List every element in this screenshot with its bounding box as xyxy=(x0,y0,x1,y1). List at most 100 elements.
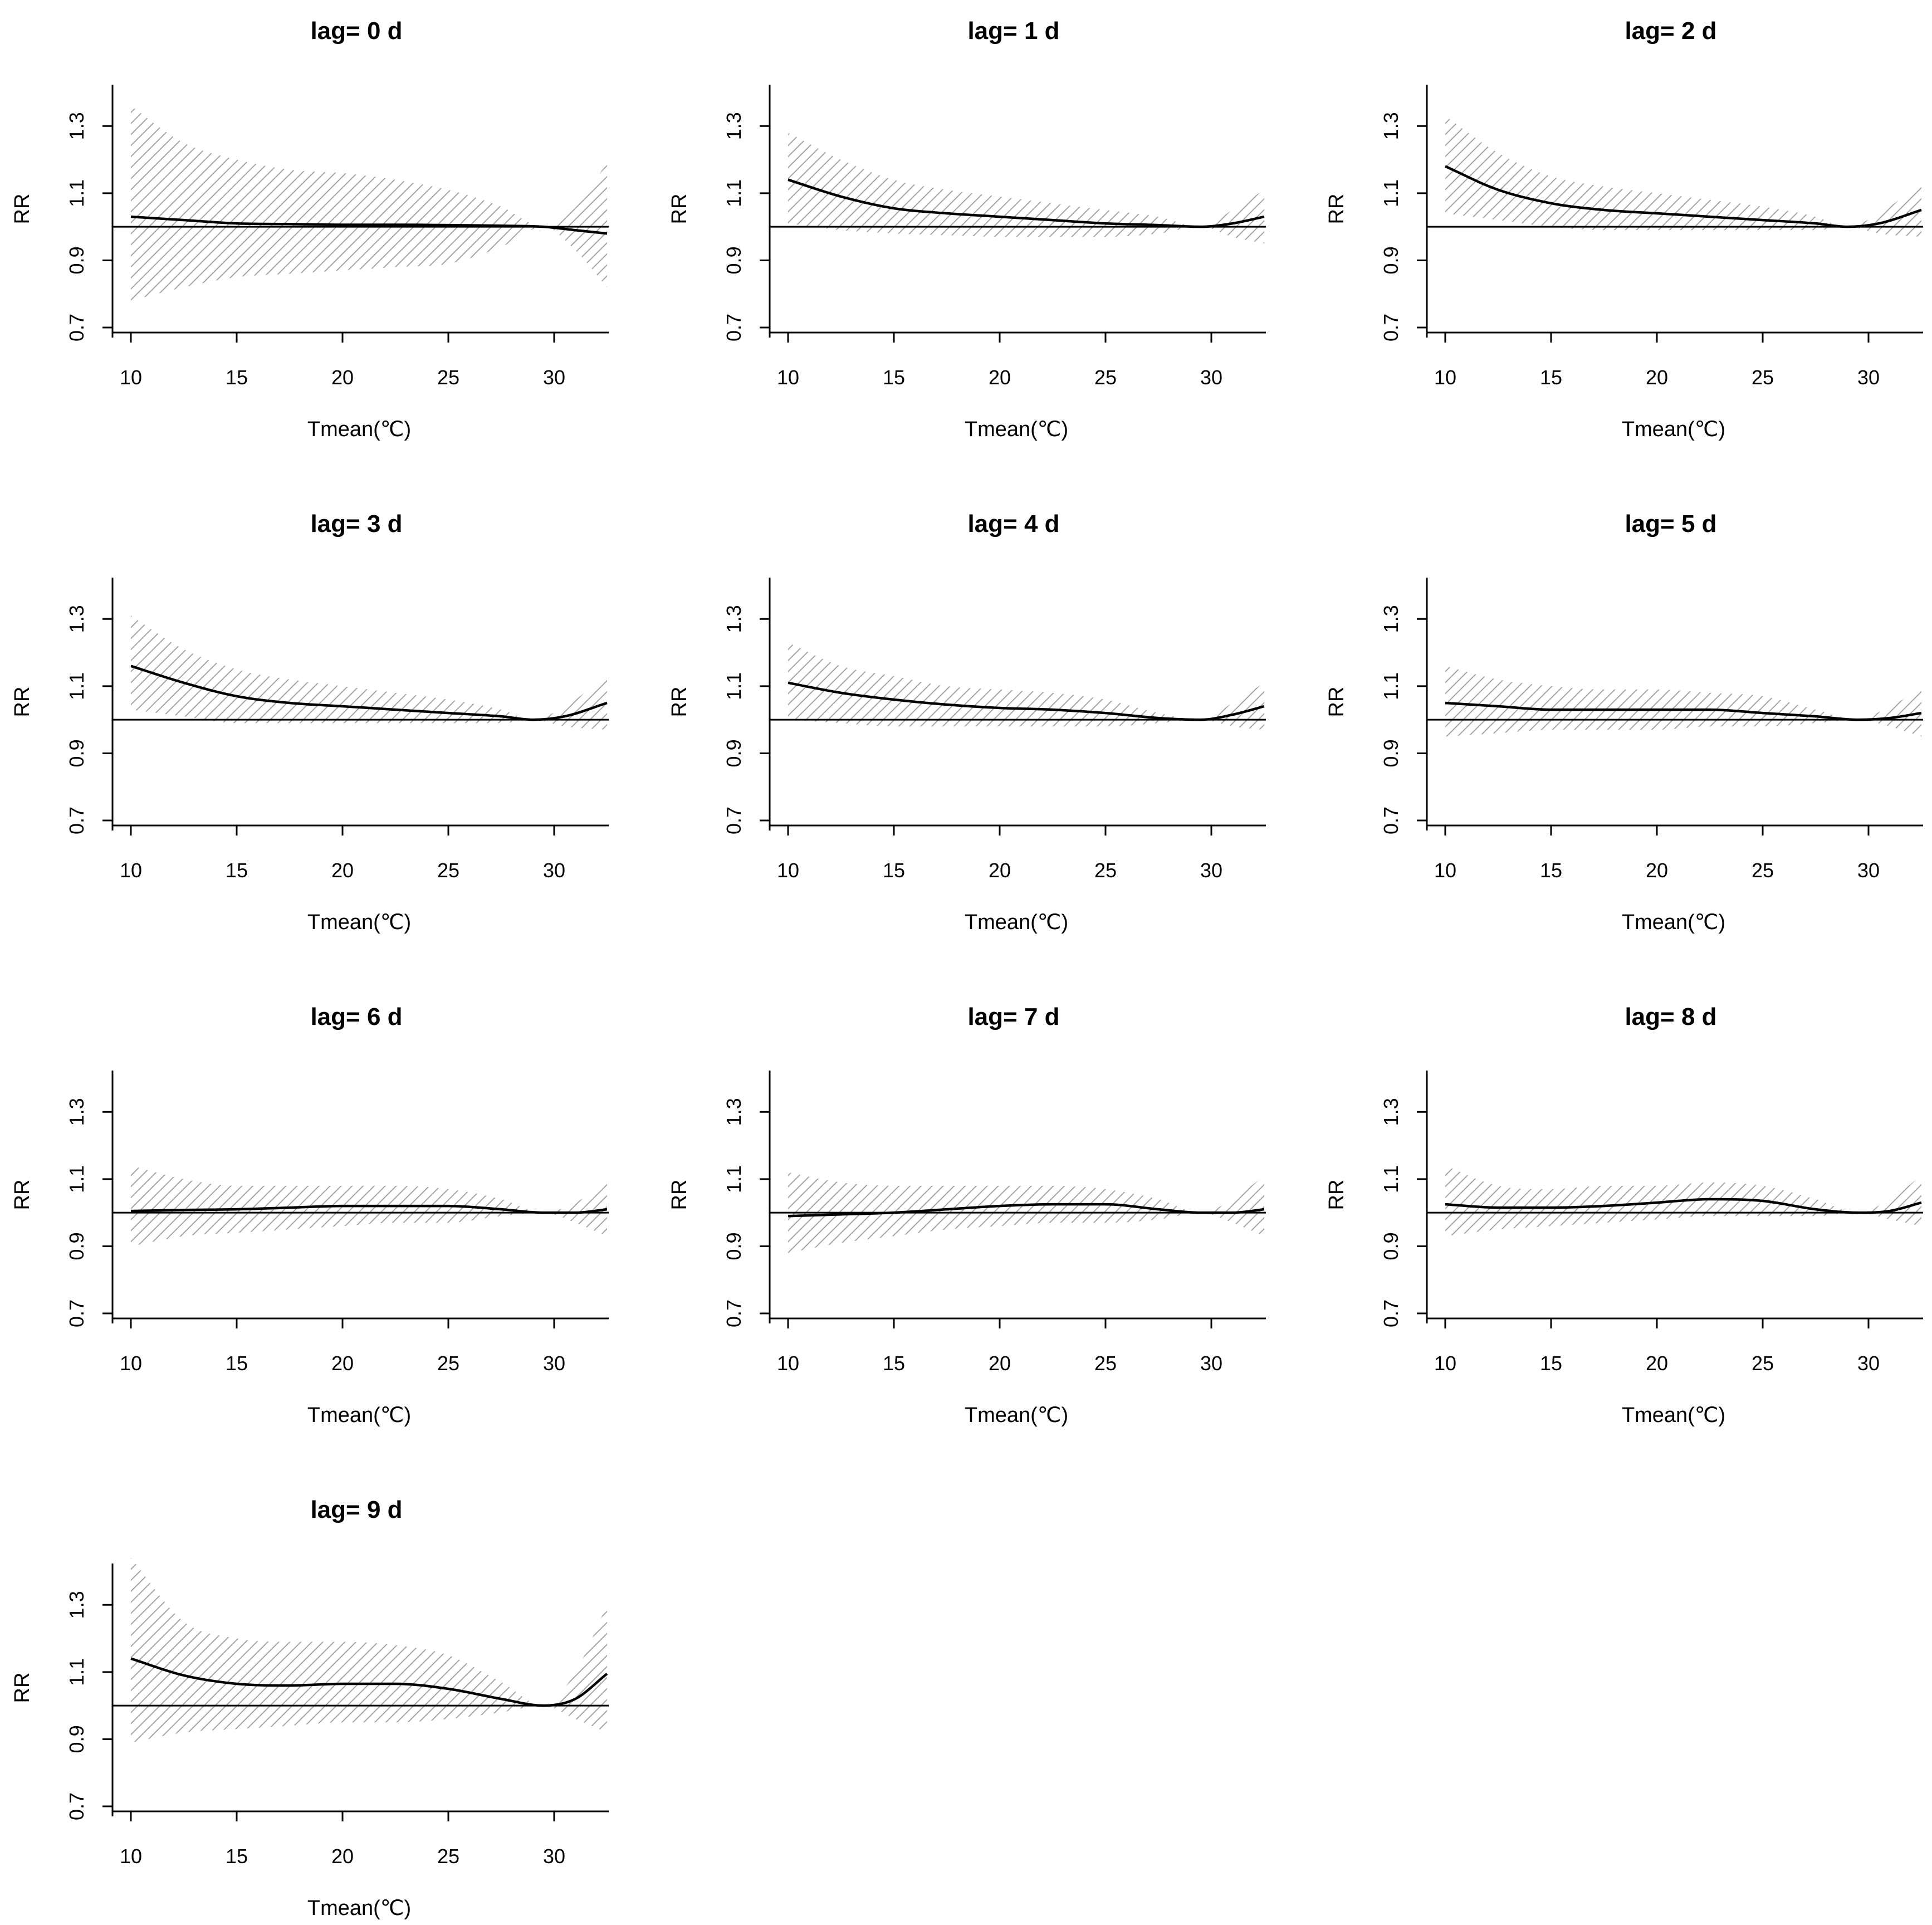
y-tick-label: 0.9 xyxy=(1380,1232,1402,1260)
rr-curve xyxy=(130,665,608,721)
x-tick-label: 15 xyxy=(883,859,905,882)
y-axis-label: RR xyxy=(1325,1180,1348,1210)
y-axis-label: RR xyxy=(668,687,691,717)
y-tick-label: 1.1 xyxy=(65,1165,88,1193)
y-tick-label: 0.9 xyxy=(65,246,88,274)
x-tick-label: 25 xyxy=(437,859,459,882)
x-tick-label: 25 xyxy=(1094,1352,1117,1375)
panel-lag-0: lag= 0 d 0.7 0.9 1.1 1.3 10 15 20 25 30 Tmean(℃) RR xyxy=(11,17,609,441)
y-tick-label: 0.7 xyxy=(722,1299,745,1327)
confidence-band xyxy=(1445,666,1921,737)
rr-curve xyxy=(788,681,1265,721)
panel-title: lag= 6 d xyxy=(310,1003,402,1030)
y-tick-label: 0.9 xyxy=(722,739,745,767)
x-tick-label: 15 xyxy=(226,1352,248,1375)
y-axis-label: RR xyxy=(11,1673,34,1703)
y-axis-label: RR xyxy=(1325,687,1348,717)
x-tick-label: 15 xyxy=(883,366,905,389)
x-tick-label: 15 xyxy=(1540,366,1562,389)
panel-lag-4: lag= 4 d 0.7 0.9 1.1 1.3 10 15 20 25 30 Tmean(℃) RR xyxy=(668,510,1266,934)
x-tick-label: 20 xyxy=(989,366,1011,389)
confidence-band xyxy=(131,615,607,730)
y-tick-label: 0.7 xyxy=(65,807,88,834)
rr-curve xyxy=(788,1203,1265,1218)
y-tick-label: 0.9 xyxy=(65,739,88,767)
y-tick-label: 1.3 xyxy=(722,112,745,140)
rr-curve xyxy=(130,1657,608,1707)
confidence-band xyxy=(1445,116,1921,237)
y-tick-label: 0.7 xyxy=(722,314,745,341)
x-tick-label: 30 xyxy=(1857,366,1880,389)
panel-title: lag= 2 d xyxy=(1625,17,1716,45)
y-tick-label: 0.7 xyxy=(1380,1299,1402,1327)
x-tick-label: 25 xyxy=(1752,859,1774,882)
y-tick-label: 0.7 xyxy=(65,1299,88,1327)
x-tick-label: 20 xyxy=(331,366,354,389)
y-tick-label: 1.1 xyxy=(722,672,745,700)
y-tick-label: 1.3 xyxy=(65,1098,88,1126)
x-axis-label: Tmean(℃) xyxy=(1622,911,1725,934)
panel-lag-5: lag= 5 d 0.7 0.9 1.1 1.3 10 15 20 25 30 Tmean(℃) RR xyxy=(1325,510,1923,934)
x-axis-label: Tmean(℃) xyxy=(307,911,411,934)
y-tick-label: 0.7 xyxy=(65,1792,88,1820)
x-tick-label: 20 xyxy=(1646,366,1668,389)
y-axis-label: RR xyxy=(668,194,691,224)
panel-lag-9: lag= 9 d 0.7 0.9 1.1 1.3 10 15 20 25 30 Tmean(℃) RR xyxy=(11,1496,609,1920)
x-axis-label: Tmean(℃) xyxy=(307,418,411,441)
x-tick-label: 30 xyxy=(543,366,565,389)
x-axis-label: Tmean(℃) xyxy=(965,911,1068,934)
y-tick-label: 1.1 xyxy=(65,1658,88,1686)
x-tick-label: 30 xyxy=(1200,1352,1222,1375)
y-tick-label: 1.3 xyxy=(1380,1098,1402,1126)
x-tick-label: 15 xyxy=(226,1845,248,1868)
panel-lag-8: lag= 8 d 0.7 0.9 1.1 1.3 10 15 20 25 30 Tmean(℃) RR xyxy=(1325,1003,1923,1427)
panel-title: lag= 5 d xyxy=(1625,510,1716,538)
rr-curve xyxy=(1445,1198,1922,1214)
y-tick-label: 1.1 xyxy=(722,1165,745,1193)
x-tick-label: 25 xyxy=(1752,1352,1774,1375)
panel-lag-7: lag= 7 d 0.7 0.9 1.1 1.3 10 15 20 25 30 Tmean(℃) RR xyxy=(668,1003,1266,1427)
x-axis-label: Tmean(℃) xyxy=(965,418,1068,441)
x-tick-label: 30 xyxy=(543,1352,565,1375)
y-tick-label: 1.3 xyxy=(722,1098,745,1126)
x-tick-label: 25 xyxy=(1752,366,1774,389)
x-tick-label: 30 xyxy=(1200,859,1222,882)
panel-title: lag= 9 d xyxy=(310,1496,402,1523)
x-tick-label: 10 xyxy=(777,859,799,882)
panel-title: lag= 4 d xyxy=(967,510,1059,538)
rr-curve xyxy=(1445,165,1922,228)
panel-title: lag= 0 d xyxy=(310,17,402,45)
y-tick-label: 1.3 xyxy=(65,605,88,633)
x-tick-label: 15 xyxy=(1540,859,1562,882)
x-tick-label: 20 xyxy=(331,1845,354,1868)
x-axis-label: Tmean(℃) xyxy=(1622,1404,1725,1427)
rr-curve xyxy=(130,215,608,235)
y-axis-label: RR xyxy=(1325,194,1348,224)
x-axis-label: Tmean(℃) xyxy=(1622,418,1725,441)
confidence-band xyxy=(131,106,607,301)
panel-lag-2: lag= 2 d 0.7 0.9 1.1 1.3 10 15 20 25 30 Tmean(℃) RR xyxy=(1325,17,1923,441)
x-axis-label: Tmean(℃) xyxy=(965,1404,1068,1427)
y-tick-label: 1.1 xyxy=(65,179,88,207)
y-tick-label: 0.9 xyxy=(65,1725,88,1753)
confidence-band xyxy=(788,642,1264,730)
x-tick-label: 30 xyxy=(543,859,565,882)
y-tick-label: 1.1 xyxy=(722,179,745,207)
x-tick-label: 30 xyxy=(1200,366,1222,389)
y-tick-label: 0.7 xyxy=(1380,314,1402,341)
x-tick-label: 25 xyxy=(437,1845,459,1868)
x-tick-label: 10 xyxy=(1434,859,1456,882)
x-tick-label: 20 xyxy=(331,1352,354,1375)
y-tick-label: 1.3 xyxy=(65,112,88,140)
y-tick-label: 1.3 xyxy=(65,1591,88,1619)
x-tick-label: 15 xyxy=(226,859,248,882)
y-tick-label: 1.3 xyxy=(722,605,745,633)
panel-lag-3: lag= 3 d 0.7 0.9 1.1 1.3 10 15 20 25 30 Tmean(℃) RR xyxy=(11,510,609,934)
panel-title: lag= 7 d xyxy=(967,1003,1059,1030)
x-tick-label: 10 xyxy=(1434,366,1456,389)
x-tick-label: 10 xyxy=(777,1352,799,1375)
confidence-band xyxy=(788,133,1264,244)
x-tick-label: 25 xyxy=(437,366,459,389)
x-tick-label: 30 xyxy=(1857,1352,1880,1375)
x-tick-label: 20 xyxy=(989,859,1011,882)
